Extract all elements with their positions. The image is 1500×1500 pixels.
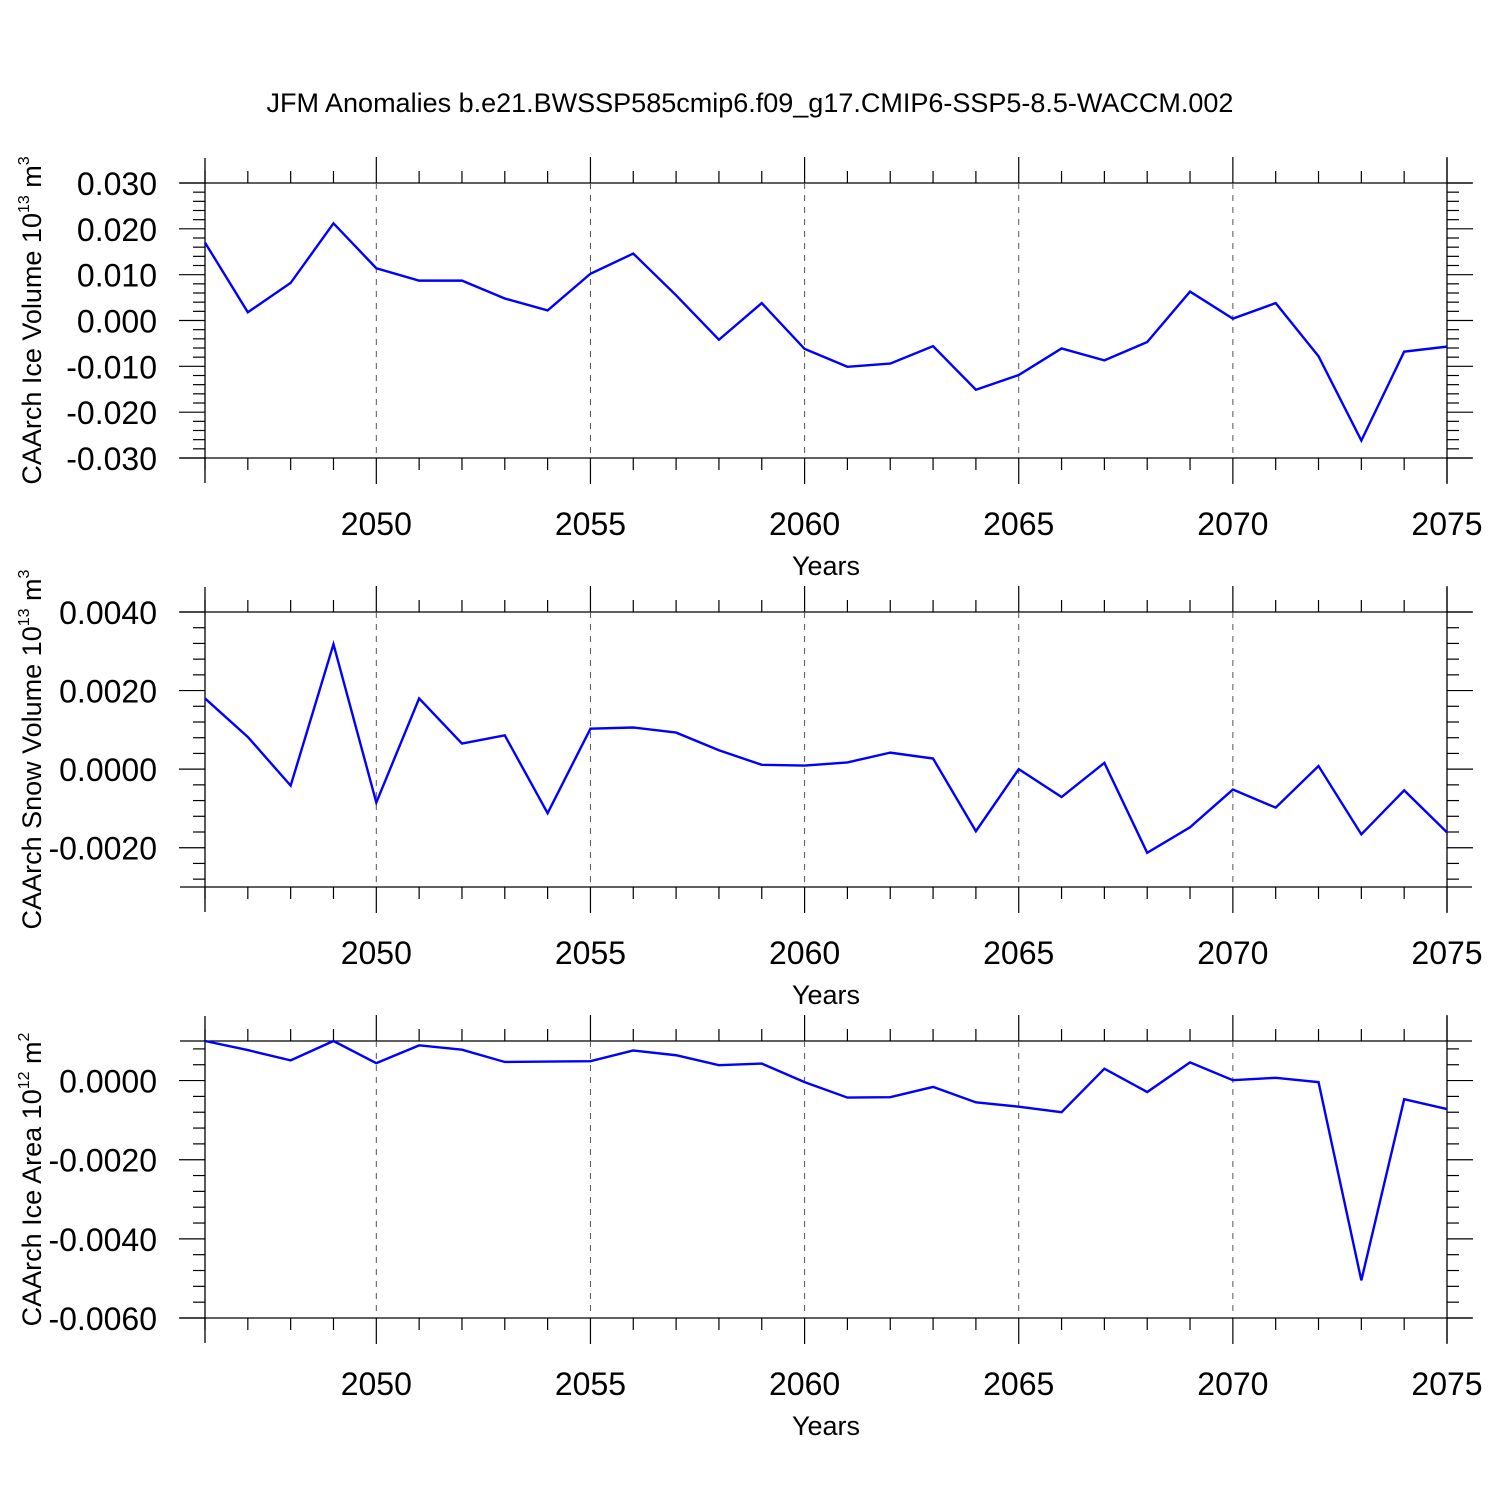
- x-tick-label: 2055: [555, 506, 626, 542]
- y-axis-label-unit: m: [17, 165, 47, 195]
- x-tick-label: 2060: [769, 1366, 840, 1402]
- y-axis-label-main: CAArch Ice Area 10: [17, 1089, 47, 1326]
- y-axis-label: CAArch Ice Area 1012 m2: [16, 1032, 47, 1326]
- y-tick-label: 0.030: [77, 166, 157, 202]
- y-tick-label: -0.020: [66, 395, 157, 431]
- panel-ice-volume: -0.030 -0.020 -0.010 0.000 0.010 0.020 0.030 20…: [16, 156, 1483, 581]
- x-tick-label: 2065: [983, 935, 1054, 971]
- x-tick-label: 2060: [769, 935, 840, 971]
- x-tick-label: 2055: [555, 935, 626, 971]
- x-tick-label: 2065: [983, 1366, 1054, 1402]
- y-tick-label: -0.0020: [48, 1143, 157, 1179]
- panel-ice-area: -0.0060 -0.0040 -0.0020 0.0000 2050 2055 2060 2…: [16, 1015, 1483, 1441]
- x-tick-label: 2070: [1197, 506, 1268, 542]
- y-axis-label-main: CAArch Snow Volume 10: [17, 626, 47, 929]
- x-axis-label: Years: [792, 1411, 860, 1441]
- series-line-ice-volume: [203, 221, 1448, 444]
- y-axis-label-unit-exponent: 2: [16, 1032, 33, 1041]
- y-axis-label-unit-exponent: 3: [16, 569, 33, 578]
- y-tick-label: -0.0060: [48, 1301, 157, 1337]
- x-tick-label: 2065: [983, 506, 1054, 542]
- y-tick-label: 0.0000: [59, 752, 157, 788]
- y-tick-label: 0.000: [77, 304, 157, 340]
- y-axis-label-exponent: 13: [16, 608, 33, 626]
- y-axis-label-main: CAArch Ice Volume 10: [17, 213, 47, 485]
- x-tick-label: 2075: [1411, 506, 1482, 542]
- x-tick-label: 2070: [1197, 1366, 1268, 1402]
- x-tick-label: 2075: [1411, 935, 1482, 971]
- y-tick-label: -0.0020: [48, 831, 157, 867]
- x-tick-label: 2050: [341, 1366, 412, 1402]
- y-axis-label-unit: m: [17, 578, 47, 608]
- series-line-snow-volume: [204, 639, 1448, 855]
- y-tick-label: -0.0040: [48, 1222, 157, 1258]
- y-axis-label-unit-exponent: 3: [16, 156, 33, 165]
- x-tick-label: 2050: [341, 935, 412, 971]
- y-tick-label: -0.010: [66, 349, 157, 385]
- y-axis-label: CAArch Ice Volume 1013 m3: [16, 156, 47, 484]
- series-line-ice-area: [204, 1039, 1448, 1281]
- y-tick-label: 0.010: [77, 258, 157, 294]
- y-tick-label: 0.0020: [59, 674, 157, 710]
- y-tick-label: 0.0040: [59, 595, 157, 631]
- y-axis-label-unit: m: [17, 1041, 47, 1071]
- y-axis-label-exponent: 12: [16, 1071, 33, 1089]
- figure-title: JFM Anomalies b.e21.BWSSP585cmip6.f09_g1…: [267, 88, 1234, 118]
- y-tick-label: 0.0000: [59, 1064, 157, 1100]
- y-tick-label: 0.020: [77, 212, 157, 248]
- x-tick-label: 2075: [1411, 1366, 1482, 1402]
- panel-snow-volume: -0.0020 0.0000 0.0020 0.0040 2050 2055 2060 206…: [16, 569, 1483, 1010]
- x-axis-label: Years: [792, 551, 860, 581]
- y-tick-label: -0.030: [66, 441, 157, 477]
- x-tick-label: 2050: [341, 506, 412, 542]
- x-tick-label: 2060: [769, 506, 840, 542]
- x-axis-label: Years: [792, 980, 860, 1010]
- panels: -0.030-0.020-0.0100.0000.0100.0200.03020…: [16, 156, 1483, 1441]
- y-axis-label: CAArch Snow Volume 1013 m3: [16, 569, 47, 929]
- x-tick-label: 2055: [555, 1366, 626, 1402]
- y-axis-label-exponent: 13: [16, 195, 33, 213]
- x-tick-label: 2070: [1197, 935, 1268, 971]
